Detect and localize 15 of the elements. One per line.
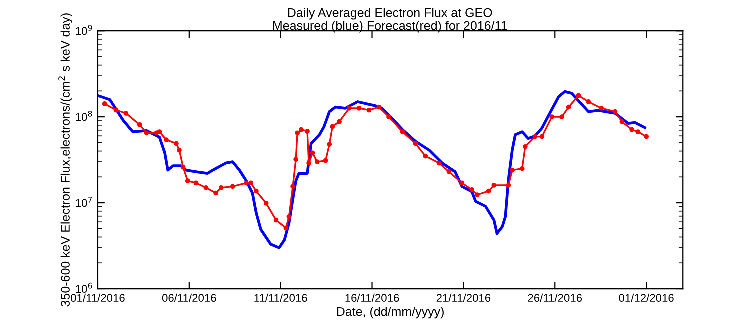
chart-subtitle: Measured (blue) Forecast(red) for 2016/11 <box>273 21 508 33</box>
y-tick-label: 10$^{7}$ <box>76 197 92 208</box>
x-tick-label: 16/11/2016 <box>346 294 400 302</box>
y-tick-label: 10$^{6}$ <box>76 282 92 294</box>
x-tick-label: 06/11/2016 <box>162 294 216 302</box>
y-axis-title: 350-600 keV Electron Flux,electrons/(cm$^{2}$ s keV day) <box>58 14 72 307</box>
x-tick-label: 01/11/2016 <box>71 294 125 302</box>
x-tick-label: 21/11/2016 <box>436 294 491 302</box>
y-tick-label: 10$^{9}$ <box>76 25 92 36</box>
x-tick-label: 26/11/2016 <box>528 294 582 302</box>
x-axis-title: Date, (dd/mm/yyyy) <box>337 307 444 319</box>
chart-title: Daily Averaged Electron Flux at GEO <box>288 8 492 20</box>
x-tick-label: 11/11/2016 <box>254 294 308 302</box>
x-tick-label: 01/12/2016 <box>619 294 674 302</box>
y-tick-label: 10$^{8}$ <box>76 110 92 122</box>
